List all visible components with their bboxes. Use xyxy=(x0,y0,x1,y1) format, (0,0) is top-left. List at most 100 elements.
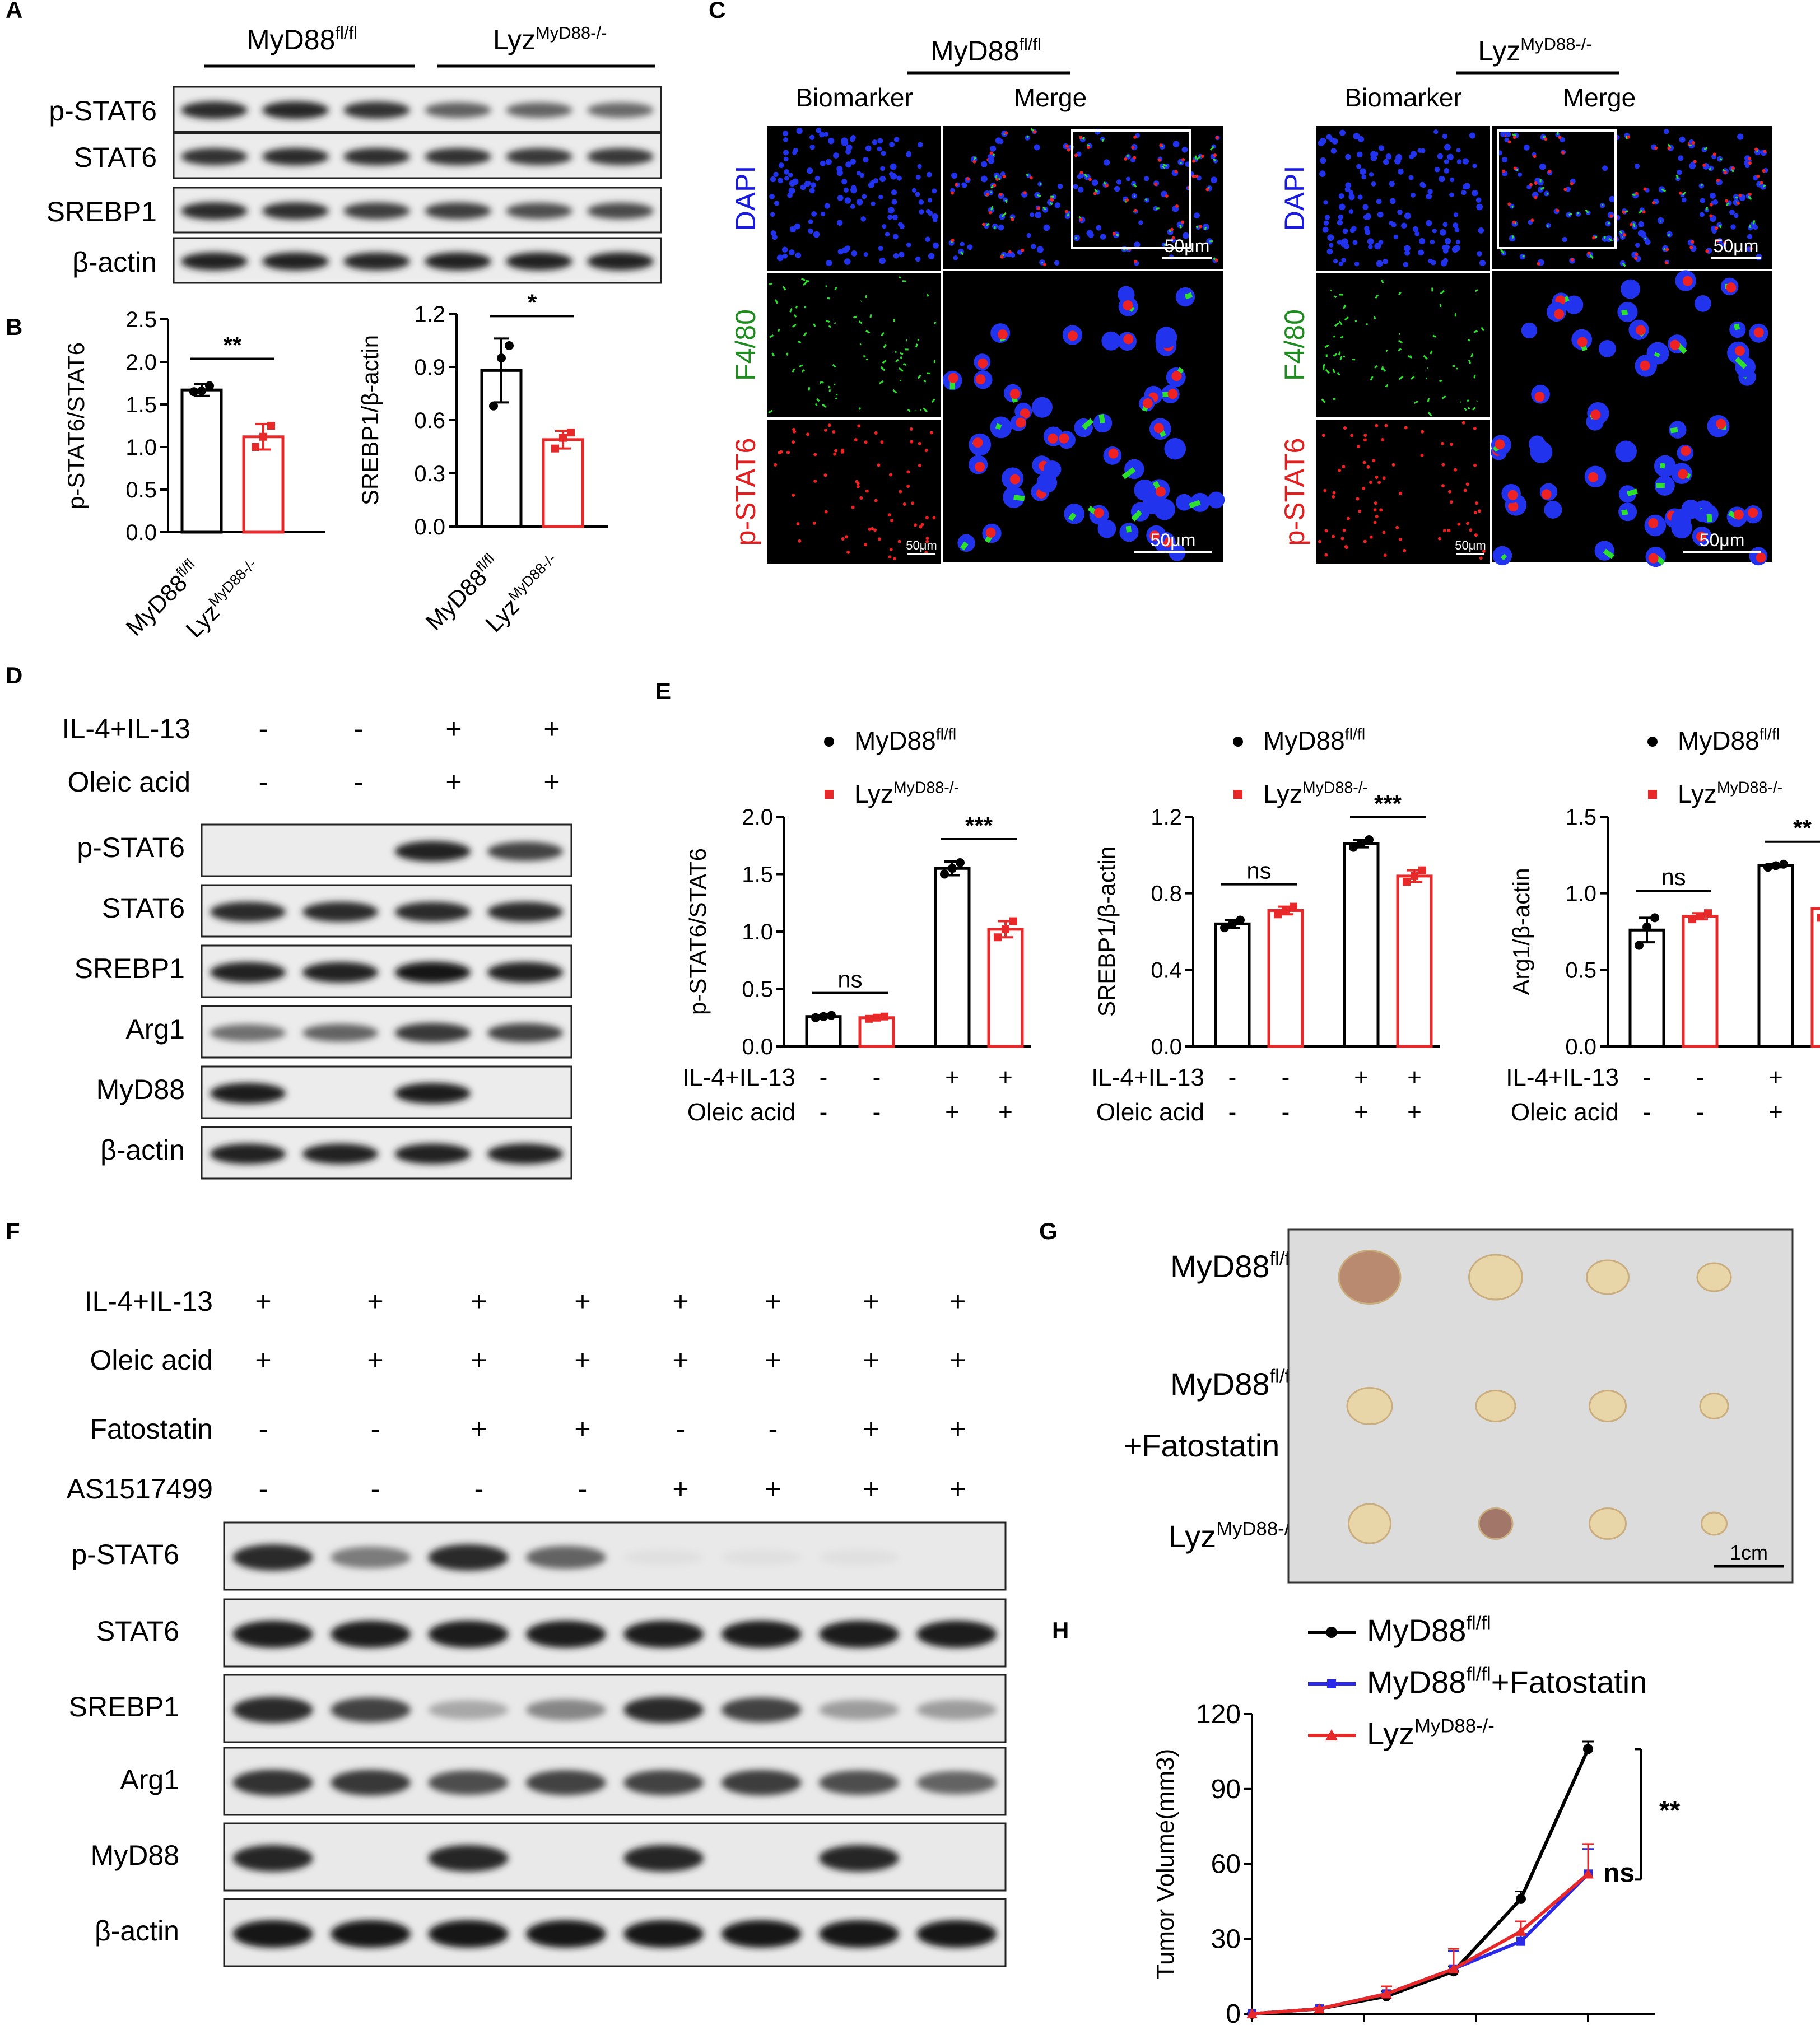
treatment-label: AS1517499 xyxy=(67,1473,213,1505)
pstat6-signal xyxy=(1457,522,1461,526)
f480-signal xyxy=(1668,234,1670,236)
scale-bar-label: 1cm xyxy=(1730,1541,1768,1564)
pstat6-signal xyxy=(1356,497,1360,501)
pstat6-signal xyxy=(913,523,917,527)
tumor xyxy=(1475,1390,1516,1422)
data-point xyxy=(1771,861,1780,870)
nucleus xyxy=(1677,169,1682,175)
significance-label: ns xyxy=(1603,1858,1635,1888)
pstat6-signal xyxy=(823,473,827,477)
pstat6-signal xyxy=(1440,441,1444,445)
panel-letter-H: H xyxy=(1052,1617,1069,1644)
f480-signal xyxy=(1103,181,1106,185)
treatment-label: Oleic acid xyxy=(1511,1098,1619,1126)
micrograph-merge xyxy=(1492,126,1772,269)
f480-signal xyxy=(1703,147,1708,151)
pstat6-signal xyxy=(1530,218,1534,222)
f480-signal xyxy=(834,383,836,386)
nucleus xyxy=(1634,164,1640,169)
blot-band xyxy=(210,1024,286,1042)
nucleus xyxy=(816,128,822,133)
nucleus xyxy=(1164,437,1186,460)
nucleus xyxy=(981,161,988,167)
nucleus xyxy=(1339,203,1346,211)
f480-signal xyxy=(883,344,887,348)
f480-signal xyxy=(1748,195,1752,201)
pstat6-signal xyxy=(846,550,850,554)
f480-signal xyxy=(895,359,899,363)
f480-signal xyxy=(1001,212,1007,217)
pstat6-signal xyxy=(1716,239,1720,243)
f480-signal xyxy=(771,352,775,357)
nucleus xyxy=(1327,234,1334,241)
f480-signal xyxy=(828,385,831,389)
nucleus xyxy=(899,252,905,258)
f480-signal xyxy=(1427,398,1430,403)
f480-signal xyxy=(1632,193,1636,197)
nucleus xyxy=(878,194,883,200)
pstat6-signal xyxy=(1554,309,1565,319)
f480-signal xyxy=(792,368,795,373)
f480-signal xyxy=(1374,365,1378,369)
nucleus xyxy=(990,145,997,152)
nucleus xyxy=(1654,455,1676,477)
pstat6-signal xyxy=(1466,522,1469,525)
pstat6-signal xyxy=(1420,453,1424,457)
treatment-mark: + xyxy=(945,1098,960,1126)
pstat6-signal xyxy=(1748,508,1758,518)
panel-letter-C: C xyxy=(709,0,725,23)
label-base: Lyz xyxy=(1678,779,1717,808)
nucleus xyxy=(1455,239,1460,244)
nucleus xyxy=(1410,192,1416,198)
line-chart-H: 0 30 60 90 120 0 5 10 15 Tumor Volume(mm3) xyxy=(1152,1700,1655,2025)
label-base: Lyz xyxy=(854,779,893,808)
treatment-label: IL-4+IL-13 xyxy=(682,1064,795,1091)
data-point xyxy=(994,933,1002,942)
pstat6-signal xyxy=(1651,201,1655,204)
f480-signal xyxy=(858,320,863,324)
nucleus xyxy=(998,139,1004,145)
f480-signal xyxy=(803,332,807,337)
pstat6-signal xyxy=(1324,553,1328,557)
y-axis-label: Arg1/β-actin xyxy=(1508,868,1534,995)
pstat6-signal xyxy=(978,358,988,369)
nucleus xyxy=(1544,500,1562,519)
pstat6-signal xyxy=(1363,434,1367,437)
f480-signal xyxy=(1101,138,1104,142)
pstat6-signal xyxy=(1036,206,1040,210)
pstat6-signal xyxy=(1374,501,1377,505)
nucleus xyxy=(1663,129,1669,134)
blot-band xyxy=(818,1549,899,1566)
tumor xyxy=(1696,1262,1732,1292)
pstat6-signal xyxy=(1332,534,1335,538)
treatment-label: Oleic acid xyxy=(1096,1098,1204,1126)
pstat6-signal xyxy=(1340,537,1344,541)
f480-signal xyxy=(1209,146,1214,151)
nucleus xyxy=(1645,239,1651,245)
blot-band xyxy=(916,1621,997,1648)
bar-chart-E-2: 0.0 0.5 1.0 1.5 2.0 p-STAT6/STAT6 ns *** xyxy=(685,805,1031,1059)
blot-band xyxy=(425,148,491,166)
treatment-mark: - xyxy=(354,713,364,744)
pstat6-signal xyxy=(1627,135,1631,139)
pstat6-signal xyxy=(845,535,849,539)
nucleus xyxy=(1385,153,1392,160)
f480-signal xyxy=(1632,223,1636,227)
micrograph-bg xyxy=(943,126,1223,269)
pstat6-signal xyxy=(918,441,921,445)
treatment-mark: - xyxy=(371,1413,380,1445)
nucleus xyxy=(1615,440,1637,463)
pstat6-signal xyxy=(929,431,933,435)
label-base: MyD88 xyxy=(1367,1664,1466,1700)
blot-band xyxy=(916,1700,997,1720)
f480-signal xyxy=(1576,212,1579,215)
f480-signal xyxy=(789,308,793,313)
micrograph-bg xyxy=(1316,420,1490,564)
pstat6-signal xyxy=(859,496,863,500)
blot-D-2 xyxy=(201,944,572,998)
nucleus xyxy=(851,188,857,194)
pstat6-signal xyxy=(865,489,869,493)
blot-frame xyxy=(173,187,662,234)
pstat6-signal xyxy=(1346,516,1350,520)
pstat6-signal xyxy=(932,516,936,520)
